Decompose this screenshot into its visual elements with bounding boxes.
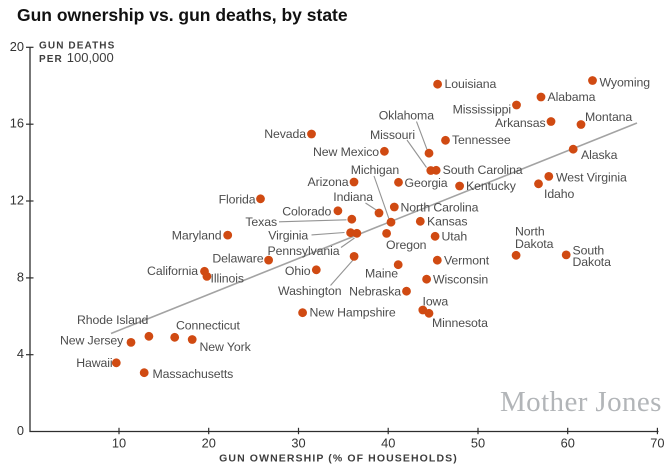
svg-text:20: 20 [202,436,216,451]
svg-text:Maine: Maine [365,267,398,281]
svg-text:Montana: Montana [585,110,632,124]
svg-text:Mississippi: Mississippi [453,103,511,117]
svg-text:10: 10 [112,436,126,451]
svg-text:New Mexico: New Mexico [313,145,379,159]
svg-text:Iowa: Iowa [423,295,449,309]
svg-text:Alabama: Alabama [548,90,596,104]
svg-text:Dakota: Dakota [573,255,612,269]
svg-text:North Carolina: North Carolina [401,201,479,215]
svg-text:Pennsylvania: Pennsylvania [268,244,340,258]
svg-text:Kentucky: Kentucky [466,179,517,193]
svg-text:Louisiana: Louisiana [445,77,497,91]
svg-text:0: 0 [17,423,24,438]
svg-text:Tennessee: Tennessee [452,133,511,147]
svg-text:Delaware: Delaware [212,251,263,265]
svg-text:Massachusetts: Massachusetts [153,367,234,381]
svg-text:Gun ownership vs. gun deaths,: Gun ownership vs. gun deaths, by state [17,5,348,25]
svg-text:South Carolina: South Carolina [443,163,523,177]
svg-text:Utah: Utah [442,229,468,243]
svg-text:Illinois: Illinois [211,271,244,285]
svg-text:16: 16 [10,116,24,131]
svg-text:Oregon: Oregon [386,238,427,252]
svg-text:Nebraska: Nebraska [349,284,401,298]
svg-text:Ohio: Ohio [285,264,311,278]
svg-text:Oklahoma: Oklahoma [379,109,435,123]
svg-text:California: California [147,264,198,278]
svg-text:30: 30 [291,436,305,451]
svg-text:Rhode Island: Rhode Island [77,313,149,327]
svg-text:PER 100,000: PER 100,000 [39,50,114,65]
svg-text:Washington: Washington [278,284,342,298]
svg-text:Kansas: Kansas [427,215,467,229]
svg-text:GUN OWNERSHIP (% OF HOUSEHOLDS: GUN OWNERSHIP (% OF HOUSEHOLDS) [219,453,458,465]
svg-text:Texas: Texas [245,215,277,229]
svg-text:Wisconsin: Wisconsin [433,272,488,286]
svg-text:New York: New York [200,340,252,354]
svg-text:Georgia: Georgia [405,176,448,190]
svg-text:8: 8 [17,269,24,284]
svg-text:Maryland: Maryland [172,229,222,243]
svg-text:West Virginia: West Virginia [556,171,627,185]
svg-text:Minnesota: Minnesota [432,316,488,330]
svg-text:GUN DEATHS: GUN DEATHS [39,41,115,52]
svg-text:New Hampshire: New Hampshire [310,306,396,320]
svg-text:Florida: Florida [219,192,256,206]
svg-text:New Jersey: New Jersey [60,334,124,348]
svg-text:Connecticut: Connecticut [176,318,241,332]
svg-text:North: North [515,225,545,239]
svg-text:Vermont: Vermont [444,253,490,267]
svg-text:Arizona: Arizona [308,175,349,189]
svg-text:Virginia: Virginia [268,229,308,243]
svg-text:40: 40 [381,436,395,451]
svg-text:Idaho: Idaho [544,187,575,201]
svg-text:Indiana: Indiana [333,190,373,204]
svg-text:Mother Jones: Mother Jones [500,386,662,418]
svg-text:Missouri: Missouri [370,128,415,142]
svg-text:Dakota: Dakota [515,237,554,251]
svg-text:50: 50 [471,436,485,451]
svg-text:Hawaii: Hawaii [76,356,112,370]
svg-text:12: 12 [10,193,24,208]
svg-text:Colorado: Colorado [282,205,331,219]
svg-text:Arkansas: Arkansas [495,116,545,130]
svg-text:4: 4 [17,346,24,361]
svg-text:South: South [573,243,605,257]
svg-text:Wyoming: Wyoming [600,76,651,90]
svg-text:Michigan: Michigan [351,163,400,177]
svg-text:Alaska: Alaska [581,148,618,162]
svg-text:70: 70 [650,436,664,451]
svg-text:60: 60 [561,436,575,451]
svg-text:Nevada: Nevada [264,127,306,141]
svg-text:20: 20 [10,39,24,54]
